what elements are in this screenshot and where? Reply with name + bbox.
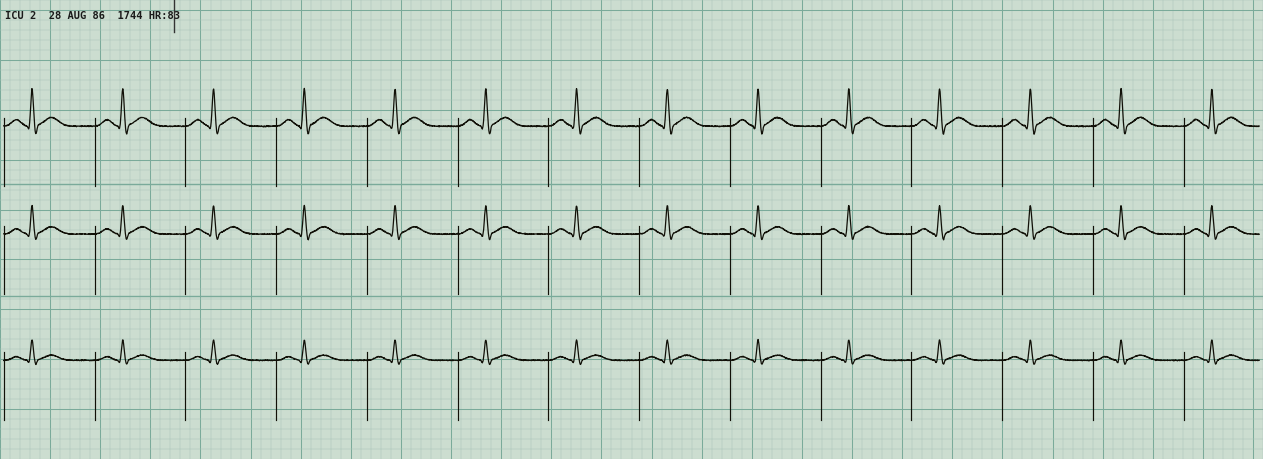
Text: ICU 2  28 AUG 86  1744 HR:83: ICU 2 28 AUG 86 1744 HR:83 [5,11,181,22]
